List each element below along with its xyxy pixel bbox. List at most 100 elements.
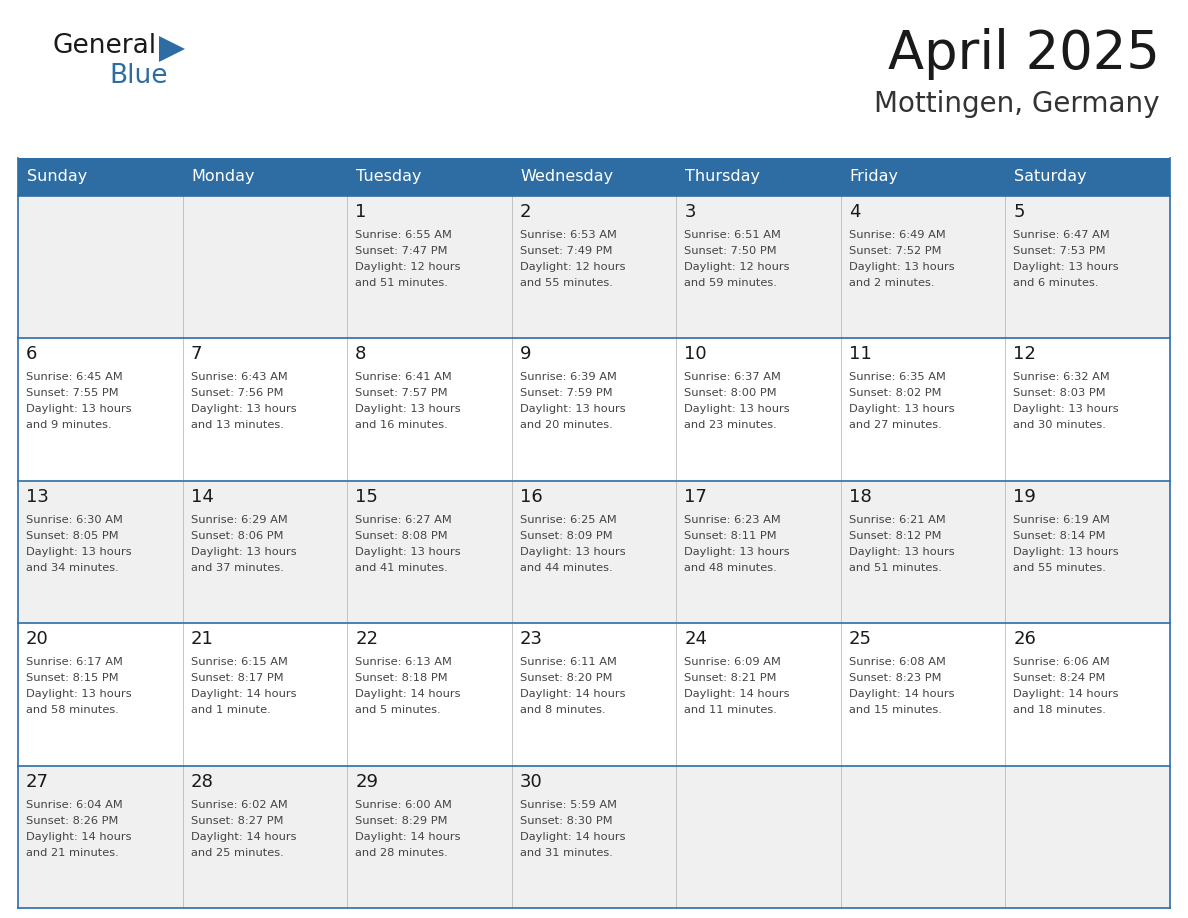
Text: Sunset: 8:03 PM: Sunset: 8:03 PM bbox=[1013, 388, 1106, 398]
Text: 14: 14 bbox=[190, 487, 214, 506]
Text: Sunset: 8:08 PM: Sunset: 8:08 PM bbox=[355, 531, 448, 541]
Text: and 59 minutes.: and 59 minutes. bbox=[684, 278, 777, 288]
Text: 13: 13 bbox=[26, 487, 49, 506]
Text: Daylight: 12 hours: Daylight: 12 hours bbox=[355, 262, 461, 272]
Text: Daylight: 12 hours: Daylight: 12 hours bbox=[684, 262, 790, 272]
Text: and 51 minutes.: and 51 minutes. bbox=[849, 563, 942, 573]
Text: Sunset: 8:27 PM: Sunset: 8:27 PM bbox=[190, 815, 283, 825]
Text: 22: 22 bbox=[355, 630, 378, 648]
Text: Daylight: 13 hours: Daylight: 13 hours bbox=[26, 689, 132, 700]
Text: Sunrise: 6:51 AM: Sunrise: 6:51 AM bbox=[684, 230, 782, 240]
Text: Sunset: 8:09 PM: Sunset: 8:09 PM bbox=[519, 531, 612, 541]
Text: Sunrise: 6:32 AM: Sunrise: 6:32 AM bbox=[1013, 373, 1110, 383]
Text: 30: 30 bbox=[519, 773, 543, 790]
Text: Daylight: 14 hours: Daylight: 14 hours bbox=[190, 832, 296, 842]
Text: Monday: Monday bbox=[191, 170, 255, 185]
Text: Daylight: 14 hours: Daylight: 14 hours bbox=[355, 832, 461, 842]
Text: Sunrise: 6:13 AM: Sunrise: 6:13 AM bbox=[355, 657, 451, 667]
Text: Wednesday: Wednesday bbox=[520, 170, 614, 185]
Text: Sunrise: 6:25 AM: Sunrise: 6:25 AM bbox=[519, 515, 617, 525]
Text: 15: 15 bbox=[355, 487, 378, 506]
Text: Sunset: 7:55 PM: Sunset: 7:55 PM bbox=[26, 388, 119, 398]
Text: Sunrise: 6:55 AM: Sunrise: 6:55 AM bbox=[355, 230, 451, 240]
Text: Daylight: 13 hours: Daylight: 13 hours bbox=[684, 405, 790, 414]
Text: Daylight: 13 hours: Daylight: 13 hours bbox=[190, 405, 296, 414]
Text: Daylight: 13 hours: Daylight: 13 hours bbox=[1013, 262, 1119, 272]
Text: Saturday: Saturday bbox=[1015, 170, 1087, 185]
Text: Sunrise: 6:27 AM: Sunrise: 6:27 AM bbox=[355, 515, 451, 525]
Text: and 34 minutes.: and 34 minutes. bbox=[26, 563, 119, 573]
Text: 25: 25 bbox=[849, 630, 872, 648]
Text: Sunrise: 6:49 AM: Sunrise: 6:49 AM bbox=[849, 230, 946, 240]
Text: Sunset: 8:11 PM: Sunset: 8:11 PM bbox=[684, 531, 777, 541]
Text: 10: 10 bbox=[684, 345, 707, 364]
Text: 5: 5 bbox=[1013, 203, 1025, 221]
Text: Daylight: 13 hours: Daylight: 13 hours bbox=[355, 547, 461, 557]
Text: and 55 minutes.: and 55 minutes. bbox=[1013, 563, 1106, 573]
Text: Sunset: 7:59 PM: Sunset: 7:59 PM bbox=[519, 388, 612, 398]
Text: Sunrise: 6:19 AM: Sunrise: 6:19 AM bbox=[1013, 515, 1111, 525]
Text: Sunset: 7:53 PM: Sunset: 7:53 PM bbox=[1013, 246, 1106, 256]
Text: 27: 27 bbox=[26, 773, 49, 790]
Text: Sunset: 8:15 PM: Sunset: 8:15 PM bbox=[26, 673, 119, 683]
Text: 1: 1 bbox=[355, 203, 367, 221]
Text: Sunset: 8:06 PM: Sunset: 8:06 PM bbox=[190, 531, 283, 541]
Text: Sunset: 8:29 PM: Sunset: 8:29 PM bbox=[355, 815, 448, 825]
Text: Sunset: 7:57 PM: Sunset: 7:57 PM bbox=[355, 388, 448, 398]
Text: and 28 minutes.: and 28 minutes. bbox=[355, 847, 448, 857]
Text: Sunday: Sunday bbox=[27, 170, 87, 185]
Text: Sunrise: 6:02 AM: Sunrise: 6:02 AM bbox=[190, 800, 287, 810]
Text: 21: 21 bbox=[190, 630, 214, 648]
Text: 12: 12 bbox=[1013, 345, 1036, 364]
Text: and 44 minutes.: and 44 minutes. bbox=[519, 563, 612, 573]
Text: Daylight: 13 hours: Daylight: 13 hours bbox=[26, 547, 132, 557]
Bar bbox=[18, 339, 1170, 481]
Text: Sunrise: 6:11 AM: Sunrise: 6:11 AM bbox=[519, 657, 617, 667]
Text: General: General bbox=[52, 33, 156, 59]
Text: Sunset: 8:20 PM: Sunset: 8:20 PM bbox=[519, 673, 612, 683]
Text: Tuesday: Tuesday bbox=[356, 170, 422, 185]
Text: Sunset: 8:12 PM: Sunset: 8:12 PM bbox=[849, 531, 941, 541]
Text: Daylight: 13 hours: Daylight: 13 hours bbox=[355, 405, 461, 414]
Text: 26: 26 bbox=[1013, 630, 1036, 648]
Text: Sunset: 8:23 PM: Sunset: 8:23 PM bbox=[849, 673, 941, 683]
Text: 4: 4 bbox=[849, 203, 860, 221]
Bar bbox=[18, 481, 1170, 623]
Text: Sunrise: 6:47 AM: Sunrise: 6:47 AM bbox=[1013, 230, 1110, 240]
Text: Sunrise: 6:04 AM: Sunrise: 6:04 AM bbox=[26, 800, 122, 810]
Text: Daylight: 13 hours: Daylight: 13 hours bbox=[190, 547, 296, 557]
Text: and 9 minutes.: and 9 minutes. bbox=[26, 420, 112, 431]
Text: and 51 minutes.: and 51 minutes. bbox=[355, 278, 448, 288]
Bar bbox=[18, 623, 1170, 766]
Text: and 41 minutes.: and 41 minutes. bbox=[355, 563, 448, 573]
Text: Friday: Friday bbox=[849, 170, 899, 185]
Text: 19: 19 bbox=[1013, 487, 1036, 506]
Text: Thursday: Thursday bbox=[685, 170, 760, 185]
Text: and 18 minutes.: and 18 minutes. bbox=[1013, 705, 1106, 715]
Text: 20: 20 bbox=[26, 630, 49, 648]
Text: 2: 2 bbox=[519, 203, 531, 221]
Text: Sunset: 7:47 PM: Sunset: 7:47 PM bbox=[355, 246, 448, 256]
Text: Sunset: 8:18 PM: Sunset: 8:18 PM bbox=[355, 673, 448, 683]
Text: and 5 minutes.: and 5 minutes. bbox=[355, 705, 441, 715]
Text: Daylight: 14 hours: Daylight: 14 hours bbox=[190, 689, 296, 700]
Text: Sunrise: 6:09 AM: Sunrise: 6:09 AM bbox=[684, 657, 782, 667]
Text: and 58 minutes.: and 58 minutes. bbox=[26, 705, 119, 715]
Text: Daylight: 14 hours: Daylight: 14 hours bbox=[519, 689, 625, 700]
Text: Daylight: 13 hours: Daylight: 13 hours bbox=[519, 405, 625, 414]
Text: Sunset: 8:00 PM: Sunset: 8:00 PM bbox=[684, 388, 777, 398]
Text: and 37 minutes.: and 37 minutes. bbox=[190, 563, 284, 573]
Text: Daylight: 13 hours: Daylight: 13 hours bbox=[1013, 405, 1119, 414]
Text: 8: 8 bbox=[355, 345, 367, 364]
Text: and 23 minutes.: and 23 minutes. bbox=[684, 420, 777, 431]
Text: Blue: Blue bbox=[109, 63, 168, 89]
Text: Sunrise: 6:23 AM: Sunrise: 6:23 AM bbox=[684, 515, 781, 525]
Text: Daylight: 13 hours: Daylight: 13 hours bbox=[519, 547, 625, 557]
Text: Sunrise: 6:08 AM: Sunrise: 6:08 AM bbox=[849, 657, 946, 667]
Text: Daylight: 13 hours: Daylight: 13 hours bbox=[1013, 547, 1119, 557]
Text: Sunrise: 6:43 AM: Sunrise: 6:43 AM bbox=[190, 373, 287, 383]
Text: 18: 18 bbox=[849, 487, 872, 506]
Text: 9: 9 bbox=[519, 345, 531, 364]
Text: and 25 minutes.: and 25 minutes. bbox=[190, 847, 283, 857]
Text: 3: 3 bbox=[684, 203, 696, 221]
